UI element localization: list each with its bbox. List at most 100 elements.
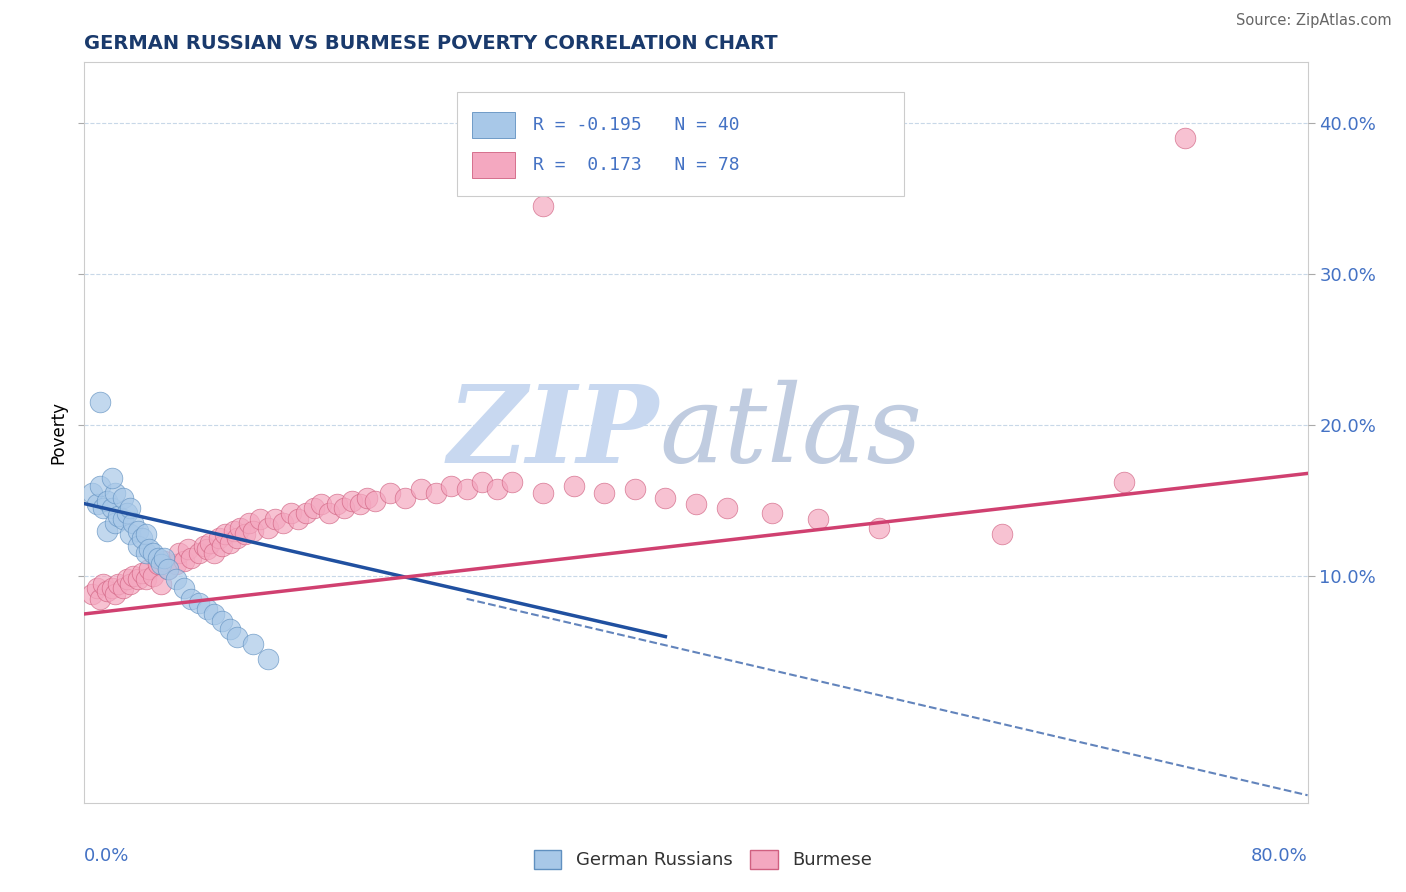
Point	[80, 486, 103, 500]
Point	[153, 554, 176, 568]
Point	[716, 501, 738, 516]
Point	[127, 572, 149, 586]
Text: GERMAN RUSSIAN VS BURMESE POVERTY CORRELATION CHART: GERMAN RUSSIAN VS BURMESE POVERTY CORREL…	[84, 34, 778, 53]
Point	[101, 471, 124, 485]
Point	[340, 493, 363, 508]
Point	[211, 615, 233, 629]
Point	[131, 532, 153, 546]
Point	[177, 541, 200, 556]
Point	[807, 512, 830, 526]
Point	[264, 512, 287, 526]
Point	[380, 486, 402, 500]
Point	[869, 521, 891, 535]
Point	[356, 491, 378, 505]
Point	[91, 501, 114, 516]
Point	[531, 199, 554, 213]
Point	[195, 541, 218, 556]
Point	[425, 486, 447, 500]
Point	[142, 569, 165, 583]
Point	[188, 547, 211, 561]
Point	[456, 482, 478, 496]
Point	[120, 501, 142, 516]
Point	[107, 576, 129, 591]
Point	[280, 506, 302, 520]
Point	[96, 493, 118, 508]
Point	[153, 551, 176, 566]
Point	[593, 486, 616, 500]
Point	[96, 584, 118, 599]
Point	[188, 596, 211, 610]
Point	[165, 557, 187, 571]
Point	[131, 566, 153, 581]
Point	[104, 486, 127, 500]
Text: Source: ZipAtlas.com: Source: ZipAtlas.com	[1236, 13, 1392, 29]
Point	[318, 506, 340, 520]
Point	[107, 508, 129, 523]
Point	[122, 516, 145, 531]
Point	[562, 478, 585, 492]
Point	[165, 572, 187, 586]
Point	[502, 475, 524, 490]
Point	[89, 478, 111, 492]
Point	[226, 532, 249, 546]
Point	[349, 497, 371, 511]
Point	[104, 587, 127, 601]
Text: 80.0%: 80.0%	[1251, 847, 1308, 865]
Point	[180, 551, 202, 566]
Point	[761, 506, 783, 520]
Point	[115, 506, 138, 520]
Point	[311, 497, 333, 511]
Point	[202, 547, 225, 561]
Point	[333, 501, 356, 516]
Point	[364, 493, 387, 508]
Point	[486, 482, 509, 496]
Point	[173, 581, 195, 595]
Point	[91, 576, 114, 591]
Point	[142, 547, 165, 561]
Point	[440, 478, 463, 492]
Point	[257, 521, 280, 535]
Point	[214, 526, 236, 541]
Point	[135, 526, 157, 541]
Point	[257, 652, 280, 666]
Point	[211, 539, 233, 553]
Point	[1114, 475, 1136, 490]
Point	[229, 521, 252, 535]
Text: R = -0.195   N = 40: R = -0.195 N = 40	[533, 116, 740, 134]
Point	[127, 539, 149, 553]
Point	[111, 512, 134, 526]
Point	[120, 576, 142, 591]
Point	[138, 561, 160, 575]
Point	[115, 572, 138, 586]
Point	[157, 561, 180, 575]
Point	[167, 547, 190, 561]
Point	[149, 576, 172, 591]
Text: atlas: atlas	[659, 380, 922, 485]
Point	[149, 557, 172, 571]
Legend: German Russians, Burmese: German Russians, Burmese	[524, 841, 882, 879]
Point	[101, 581, 124, 595]
Point	[249, 512, 271, 526]
Point	[1174, 131, 1197, 145]
Point	[86, 581, 108, 595]
Point	[271, 516, 294, 531]
Point	[173, 554, 195, 568]
Point	[146, 551, 169, 566]
Point	[86, 497, 108, 511]
Point	[218, 622, 240, 636]
Point	[242, 524, 264, 538]
Point	[409, 482, 432, 496]
Point	[287, 512, 309, 526]
Point	[193, 539, 215, 553]
Point	[104, 516, 127, 531]
Point	[180, 591, 202, 606]
Point	[394, 491, 416, 505]
Point	[238, 516, 260, 531]
Point	[127, 524, 149, 538]
Point	[295, 506, 318, 520]
Point	[89, 395, 111, 409]
Point	[242, 637, 264, 651]
Point	[138, 541, 160, 556]
Point	[531, 486, 554, 500]
Point	[685, 497, 707, 511]
